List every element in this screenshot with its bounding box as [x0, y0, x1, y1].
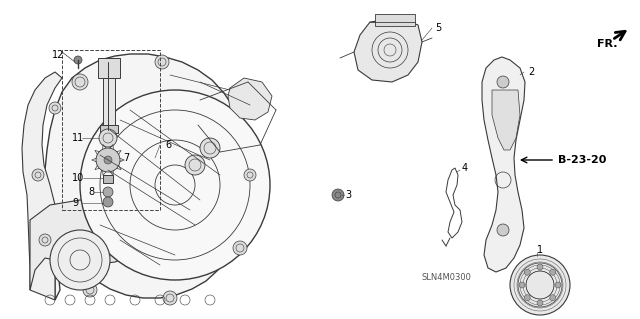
Circle shape [49, 102, 61, 114]
Circle shape [524, 269, 531, 275]
Circle shape [510, 255, 570, 315]
Bar [100, 125, 118, 133]
Circle shape [497, 76, 509, 88]
Text: 1: 1 [537, 245, 543, 255]
Text: B-23-20: B-23-20 [558, 155, 606, 165]
Circle shape [332, 189, 344, 201]
Circle shape [39, 234, 51, 246]
Bar [375, 14, 415, 26]
Circle shape [233, 241, 247, 255]
Circle shape [80, 90, 270, 280]
Text: 10: 10 [72, 173, 84, 183]
Circle shape [232, 94, 244, 106]
Polygon shape [492, 90, 520, 150]
Circle shape [32, 169, 44, 181]
Circle shape [555, 282, 561, 288]
Text: 7: 7 [123, 153, 129, 163]
Circle shape [103, 197, 113, 207]
Bar [103, 175, 113, 183]
Circle shape [104, 156, 112, 164]
Text: 3: 3 [345, 190, 351, 200]
Polygon shape [44, 54, 246, 300]
Text: 2: 2 [528, 67, 534, 77]
Circle shape [200, 138, 220, 158]
Bar [98, 58, 120, 78]
Text: 9: 9 [72, 198, 78, 208]
Circle shape [185, 155, 205, 175]
Text: 8: 8 [88, 187, 94, 197]
Circle shape [103, 187, 113, 197]
Circle shape [537, 264, 543, 270]
Circle shape [537, 300, 543, 306]
Polygon shape [228, 78, 272, 120]
Polygon shape [22, 72, 62, 300]
Text: FR.: FR. [597, 39, 618, 49]
Text: 12: 12 [52, 50, 65, 60]
Circle shape [96, 148, 120, 172]
Bar [103, 78, 115, 128]
Text: 4: 4 [462, 163, 468, 173]
Text: SLN4M0300: SLN4M0300 [422, 273, 472, 283]
Circle shape [519, 282, 525, 288]
Circle shape [72, 74, 88, 90]
Bar [62, 50, 160, 210]
Polygon shape [354, 18, 422, 82]
Circle shape [99, 129, 117, 147]
Circle shape [497, 224, 509, 236]
Circle shape [524, 295, 531, 301]
Circle shape [83, 283, 97, 297]
Circle shape [550, 295, 556, 301]
Text: 11: 11 [72, 133, 84, 143]
Circle shape [550, 269, 556, 275]
Circle shape [74, 56, 82, 64]
Circle shape [155, 55, 169, 69]
Text: 5: 5 [435, 23, 441, 33]
Circle shape [50, 230, 110, 290]
Polygon shape [30, 200, 140, 290]
Circle shape [163, 291, 177, 305]
Polygon shape [482, 57, 525, 272]
Circle shape [244, 169, 256, 181]
Text: 6: 6 [165, 140, 171, 150]
